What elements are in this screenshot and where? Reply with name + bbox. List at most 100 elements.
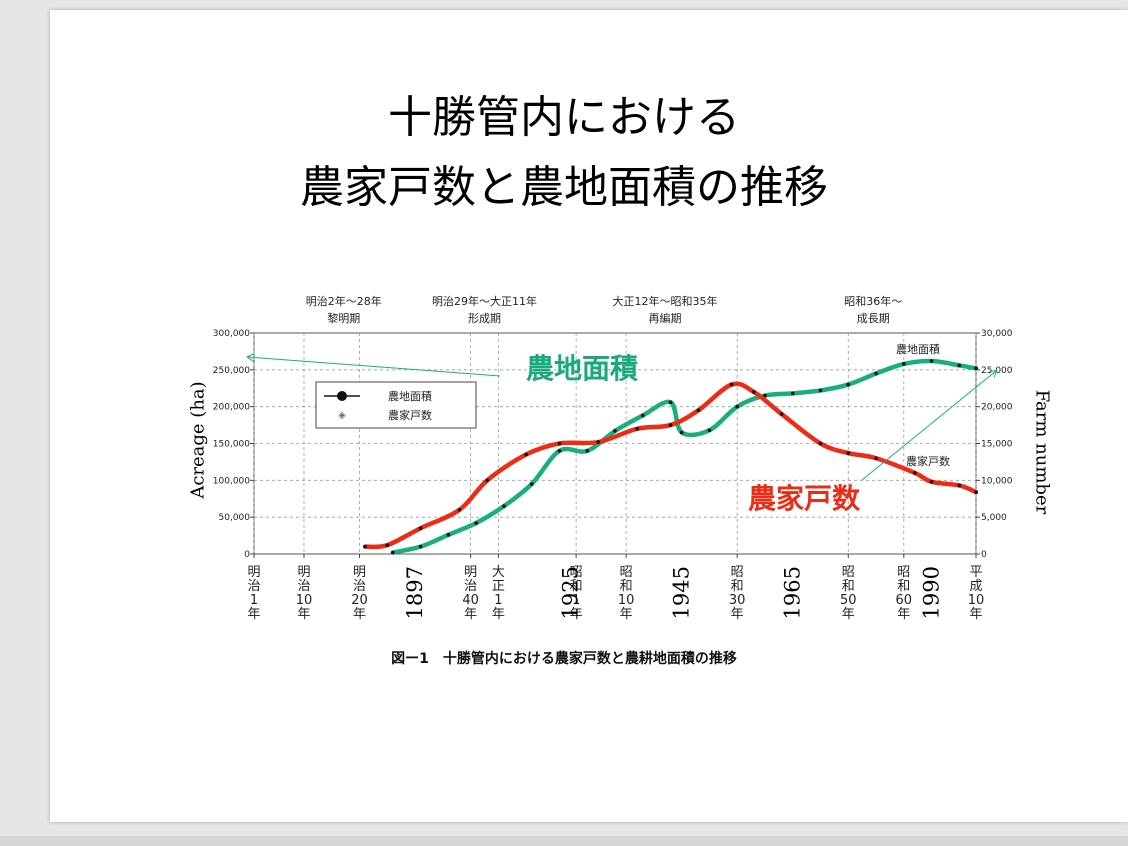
legend-marker-farms: ◈ — [338, 410, 346, 421]
acreage-point — [668, 400, 673, 405]
acreage-point — [529, 482, 534, 486]
y-right-tick-label: 20,000 — [981, 403, 1013, 413]
farm-point — [668, 423, 673, 427]
acreage-point — [585, 449, 590, 453]
y-right-tick-label: 5,000 — [981, 513, 1007, 523]
acreage-point — [679, 430, 684, 435]
acreage-point — [818, 388, 823, 393]
period-name-label: 形成期 — [468, 312, 501, 325]
y-right-tick-label: 0 — [981, 550, 987, 560]
year-annotation: 1897 — [403, 566, 427, 619]
farm-point — [729, 382, 734, 387]
acreage-point — [446, 533, 451, 537]
slide-canvas — [50, 10, 1128, 822]
x-tick-label: 明治 10 年 — [296, 565, 313, 622]
acreage-point — [929, 359, 934, 363]
period-range-label: 昭和36年～ — [844, 294, 902, 308]
farm-point — [457, 508, 462, 512]
acreage-point — [391, 550, 395, 555]
period-range-label: 大正12年～昭和35年 — [612, 294, 717, 308]
farm-point — [635, 426, 640, 431]
acreage-point — [763, 393, 767, 398]
farm-point — [752, 390, 756, 394]
x-tick-label: 昭和 1 年 — [570, 565, 583, 622]
acreage-point — [874, 371, 878, 376]
acreage-point — [735, 404, 739, 409]
y-left-tick-label: 150,000 — [213, 440, 250, 450]
year-annotation: 1925 — [559, 566, 583, 619]
right-end-farm-label: 農家戸数 — [906, 454, 950, 468]
y-left-tick-label: 200,000 — [213, 403, 250, 413]
legend-marker-acreage — [337, 391, 347, 401]
farm-point — [929, 480, 934, 484]
y-right-tick-label: 15,000 — [981, 440, 1013, 450]
y-left-tick-label: 300,000 — [213, 329, 250, 339]
acreage-point — [846, 382, 851, 387]
acreage-point — [790, 391, 795, 396]
y-right-tick-label: 30,000 — [981, 329, 1013, 339]
farm-point — [485, 478, 490, 483]
acreage-point — [957, 363, 962, 368]
farm-point — [418, 526, 423, 531]
figure-caption: 図ー1 十勝管内における農家戸数と農耕地面積の推移 — [391, 651, 737, 667]
farm-point — [818, 441, 823, 446]
period-name-label: 再編期 — [648, 311, 681, 325]
farm-point — [524, 452, 528, 457]
acreage-point — [974, 366, 978, 371]
slide-title-line-1: 十勝管内における — [388, 92, 740, 143]
farm-point — [846, 451, 851, 455]
x-tick-label: 大正 1 年 — [492, 565, 505, 622]
y-axis-right-label: Farm number — [1031, 389, 1053, 515]
chart-legend: 農地面積 ◈ 農家戸数 — [315, 381, 477, 429]
farm-point — [913, 471, 917, 475]
x-tick-label: 明治 1 年 — [247, 565, 260, 622]
x-tick-label: 明治 20 年 — [351, 565, 368, 622]
farm-point — [557, 441, 562, 446]
acreage-point — [418, 544, 423, 549]
period-name-label: 黎明期 — [327, 311, 360, 325]
farm-point — [974, 490, 978, 494]
acreage-point — [474, 521, 478, 525]
farm-point — [385, 543, 390, 547]
year-annotation: 1965 — [781, 566, 805, 619]
acreage-point — [902, 362, 906, 366]
arrow-to-left-axis — [248, 357, 501, 377]
x-tick-label: 昭和 30 年 — [729, 565, 746, 622]
farm-point — [779, 412, 784, 416]
year-annotation: 1945 — [670, 566, 694, 619]
overlay-farm-label: 農家戸数 — [748, 482, 861, 515]
x-tick-label: 昭和 10 年 — [618, 565, 635, 622]
y-axis-left-label: Acreage (ha) — [187, 381, 209, 499]
x-tick-label: 昭和 60 年 — [896, 565, 913, 622]
farm-point — [596, 440, 601, 444]
y-left-tick-label: 100,000 — [213, 476, 250, 486]
acreage-point — [557, 449, 562, 453]
legend-label-acreage: 農地面積 — [388, 389, 432, 403]
y-right-tick-label: 25,000 — [981, 366, 1013, 376]
farm-point — [696, 408, 701, 413]
y-left-tick-label: 250,000 — [213, 366, 250, 376]
y-right-tick-label: 10,000 — [981, 476, 1013, 486]
slide-title-line-2: 農家戸数と農地面積の推移 — [300, 162, 828, 213]
farm-point — [363, 544, 367, 549]
overlay-acreage-label: 農地面積 — [526, 352, 638, 385]
x-tick-label: 平成 10 年 — [968, 565, 985, 622]
right-end-acreage-label: 農地面積 — [896, 342, 940, 356]
bottom-bar — [0, 836, 1128, 846]
acreage-point — [502, 504, 506, 508]
period-name-label: 成長期 — [857, 312, 890, 325]
chart-axes: 0 50,000 100,000 150,000 200,000 250,000 300,0… — [213, 329, 1013, 622]
series-line-acreage — [390, 358, 979, 555]
x-tick-label: 明治 40 年 — [462, 565, 479, 622]
acreage-point — [707, 428, 712, 433]
period-range-label: 明治2年～28年 — [306, 294, 382, 308]
y-left-tick-label: 50,000 — [219, 513, 251, 523]
year-annotation: 1990 — [920, 566, 944, 619]
x-tick-label: 昭和 50 年 — [840, 565, 857, 622]
farm-point — [957, 483, 962, 488]
period-range-label: 明治29年～大正11年 — [432, 294, 537, 308]
chart-series — [362, 358, 979, 555]
